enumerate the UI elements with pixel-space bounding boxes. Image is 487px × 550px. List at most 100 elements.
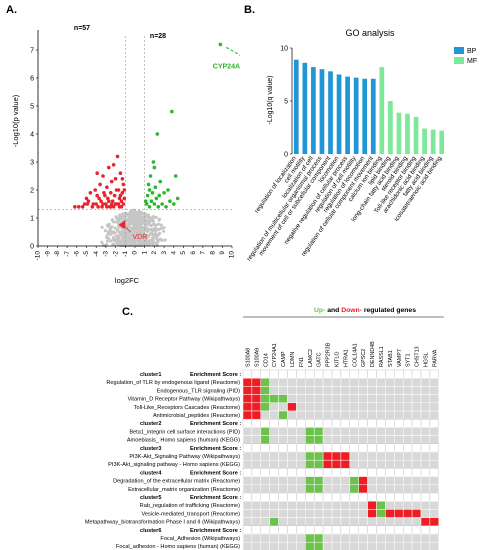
heat-cell [296,459,306,469]
gene-label: VAMP7 [397,349,403,367]
ns-point [126,213,130,218]
gene-label: PARVA [432,349,438,367]
ns-point [117,230,122,234]
heat-cell [242,541,253,550]
heat-cell [411,427,422,436]
heat-cell [296,484,306,494]
heat-cell-blank [296,492,306,502]
heat-cell [242,484,253,494]
heat-cell [367,451,377,461]
heat-cell-blank [367,468,377,477]
heat-cell [242,509,253,518]
gene-label: CD14 [263,353,269,367]
gene-label: LAMC2 [308,349,314,367]
gene-label: SYT1 [406,354,412,367]
heat-cell [367,386,377,395]
heat-cell-blank [340,492,350,502]
heat-cell-blank [314,468,324,477]
heat-cell [402,509,413,518]
heat-cell [367,410,377,420]
heat-cell [269,533,279,543]
heat-cell [260,509,270,518]
x-tick-label: -6 [74,251,81,257]
down-point [119,199,124,203]
heat-cell [305,459,315,469]
cluster-label: cluster4 [140,470,162,476]
ns-point [132,226,136,231]
down-point [109,179,114,184]
heat-cell [242,427,253,436]
heat-cell [429,427,440,436]
enrichment-score: Enrichment Score : 2.56 [190,421,254,427]
heat-cell [305,394,315,404]
y-tick-label: 4 [30,132,34,139]
heat-cell [349,484,359,494]
gene-label: STAB1 [388,350,394,367]
ns-point [107,237,111,241]
heat-cell [367,476,377,486]
ns-point [115,240,119,244]
heat-cell-blank [296,468,306,477]
heat-cell [260,484,270,494]
ns-point [138,214,142,218]
down-point [95,193,99,198]
down-point [112,193,117,198]
gene-label: RASSL1 [379,346,385,367]
heat-cell-blank [376,525,386,535]
heat-cell [429,476,440,486]
go-bar [388,101,393,154]
heat-cell [376,435,386,445]
heat-cell [402,541,413,550]
heat-cell [376,509,386,518]
heat-cell-blank [394,369,404,379]
ns-point [140,243,144,248]
x-tick-label: -7 [64,251,71,257]
down-point [118,171,123,175]
heat-cell-blank [340,468,350,477]
up-point [218,42,223,47]
down-point [82,202,87,206]
heat-cell [269,459,279,469]
heat-cell-blank [322,492,333,502]
up-point [147,205,152,209]
heat-cell [358,484,368,494]
ns-point [162,229,166,233]
heat-cell [358,541,368,550]
heat-cell-blank [242,525,253,535]
heat-cell [376,386,386,395]
heat-cell [331,435,342,445]
heat-cell-blank [394,443,404,453]
down-point [96,205,100,209]
term-label: Beta1_integrin cell surface interactions… [129,429,240,435]
heat-cell-blank [251,443,261,453]
heat-cell-blank [349,369,359,379]
heat-cell [313,500,324,510]
heat-cell [287,517,297,527]
up-point [162,191,166,195]
heat-cell-blank [260,468,270,477]
heat-cell-blank [260,369,270,379]
heat-cell-blank [394,492,404,502]
heat-cell-blank [269,418,279,428]
ns-point [140,225,144,229]
heat-cell [305,484,315,494]
heat-cell [402,451,413,461]
heat-cell [287,509,297,518]
heat-cell-blank [429,418,439,428]
heat-cell [313,427,324,436]
heat-cell [358,435,368,445]
heat-cell [385,386,395,395]
heat-cell [429,541,440,550]
heat-cell [313,517,324,527]
heat-cell [260,410,270,420]
down-point [107,199,111,203]
heat-cell [394,402,404,412]
heat-cell [331,386,342,395]
gene-label: CYP24A1 [272,343,278,367]
vdr-arrow [118,220,126,229]
heat-cell-blank [429,369,439,379]
heat-cell [251,484,262,494]
heat-cell-blank [260,492,270,502]
heat-cell-blank [305,468,315,477]
heat-cell-blank [331,492,342,502]
